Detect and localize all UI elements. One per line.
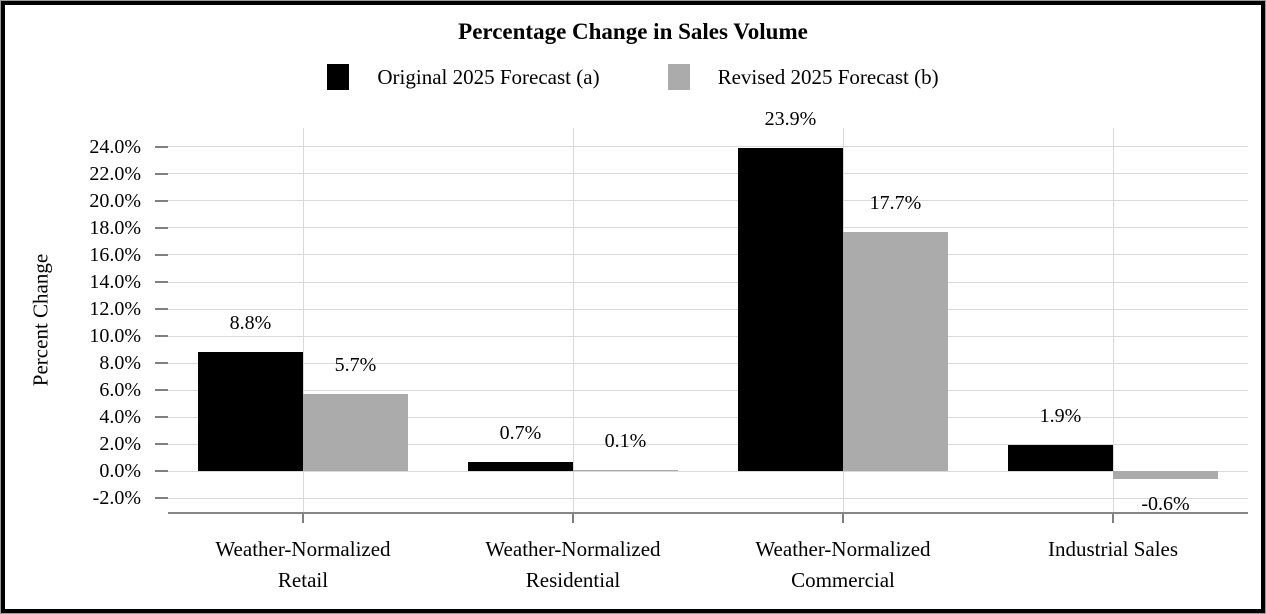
- y-axis-tick-label: 18.0%: [89, 216, 141, 239]
- y-axis-tick: [155, 226, 168, 229]
- bar-data-label: 0.7%: [499, 421, 542, 444]
- y-axis-tick-label: 8.0%: [99, 352, 141, 375]
- y-axis-tick: [155, 470, 168, 473]
- y-axis-tick-label: 0.0%: [99, 460, 141, 483]
- y-axis-tick-label: 6.0%: [99, 379, 141, 402]
- y-axis-tick-label: 22.0%: [89, 162, 141, 185]
- horizontal-gridline: [168, 146, 1248, 148]
- horizontal-gridline: [168, 335, 1248, 337]
- bar-data-label: 5.7%: [334, 354, 377, 377]
- bar-data-label: 17.7%: [869, 192, 922, 215]
- x-axis-tick: [302, 514, 304, 523]
- legend-item-label: Revised 2025 Forecast (b): [717, 64, 939, 89]
- y-axis-tick-label: 14.0%: [89, 271, 141, 293]
- y-axis-tick: [155, 281, 168, 283]
- bar-data-label: 1.9%: [1039, 405, 1082, 428]
- horizontal-gridline: [168, 200, 1248, 202]
- horizontal-gridline: [168, 308, 1248, 310]
- y-axis-tick-label: 16.0%: [89, 243, 141, 266]
- bar-original: [1008, 445, 1113, 472]
- horizontal-gridline: [168, 173, 1248, 175]
- bar-original: [738, 148, 843, 472]
- x-axis-line: [168, 512, 1248, 514]
- bar-data-label: 23.9%: [764, 108, 817, 131]
- vertical-gridline: [1112, 128, 1114, 513]
- bar-data-label: 0.1%: [604, 429, 647, 452]
- legend-item: Original 2025 Forecast (a): [327, 64, 600, 90]
- bar-original: [198, 352, 303, 472]
- y-axis-tick-label: 24.0%: [89, 135, 141, 158]
- category-label-text: Weather-Normalized Residential: [485, 537, 661, 592]
- y-axis-tick: [155, 443, 168, 446]
- y-axis-tick-label: 12.0%: [89, 298, 141, 321]
- horizontal-gridline: [168, 227, 1248, 229]
- x-axis-tick: [1112, 514, 1114, 523]
- y-axis-tick: [155, 416, 168, 419]
- vertical-gridline: [572, 128, 574, 513]
- category-label-text: Industrial Sales: [1047, 537, 1179, 561]
- y-axis-tick-label: 4.0%: [99, 406, 141, 429]
- y-axis-tick-label: 20.0%: [89, 189, 141, 212]
- y-axis-tick-label: 10.0%: [89, 325, 141, 348]
- legend-swatch-icon: [327, 64, 350, 90]
- x-axis-tick: [842, 514, 844, 523]
- y-axis-tick: [155, 497, 168, 500]
- horizontal-gridline: [168, 497, 1248, 499]
- bar-data-label: 8.8%: [229, 312, 272, 335]
- x-axis-category-labels: Weather-Normalized Retail Weather-Normali…: [168, 534, 1248, 596]
- vertical-gridline: [302, 128, 304, 513]
- legend: Original 2025 Forecast (a) Revised 2025 F…: [0, 64, 1266, 90]
- horizontal-gridline: [168, 470, 1248, 472]
- y-axis-tick: [155, 199, 168, 202]
- category-label: Weather-Normalized Commercial: [708, 534, 978, 596]
- y-axis-tick: [155, 145, 168, 148]
- legend-item: Revised 2025 Forecast (b): [667, 64, 939, 90]
- horizontal-gridline: [168, 254, 1248, 256]
- y-axis-title: Percent Change: [28, 253, 53, 387]
- category-label: Weather-Normalized Retail: [168, 534, 438, 596]
- chart-title: Percentage Change in Sales Volume: [458, 19, 808, 44]
- y-axis-tick: [155, 253, 168, 256]
- y-axis-tick: [155, 362, 168, 365]
- legend-swatch-icon: [667, 64, 690, 90]
- y-axis-tick-label: 2.0%: [99, 433, 141, 456]
- bar-revised: [573, 469, 678, 472]
- horizontal-gridline: [168, 443, 1248, 445]
- horizontal-gridline: [168, 362, 1248, 364]
- bar-revised: [843, 232, 948, 472]
- y-axis-tick: [155, 389, 168, 392]
- horizontal-gridline: [168, 389, 1248, 391]
- bar-revised: [303, 394, 408, 472]
- legend-item-label: Original 2025 Forecast (a): [377, 64, 600, 89]
- x-axis-tick: [572, 514, 574, 523]
- category-label-text: Weather-Normalized Commercial: [755, 537, 931, 592]
- bar-original: [468, 461, 573, 472]
- plot-area: 24.0% 22.0% 20.0% 18.0% 16.0% 14.0% 12.0% 10.0%…: [89, 108, 1248, 523]
- bar-revised: [1113, 471, 1218, 480]
- y-axis-tick-label: -2.0%: [92, 487, 141, 510]
- horizontal-gridline: [168, 281, 1248, 283]
- category-label: Industrial Sales: [978, 534, 1248, 596]
- y-axis-tick: [155, 308, 168, 311]
- horizontal-gridline: [168, 416, 1248, 418]
- category-label: Weather-Normalized Residential: [438, 534, 708, 596]
- y-axis-tick: [155, 335, 168, 338]
- category-label-text: Weather-Normalized Retail: [215, 537, 391, 592]
- y-axis-tick: [155, 172, 168, 175]
- bar-data-label: -0.6%: [1141, 493, 1190, 516]
